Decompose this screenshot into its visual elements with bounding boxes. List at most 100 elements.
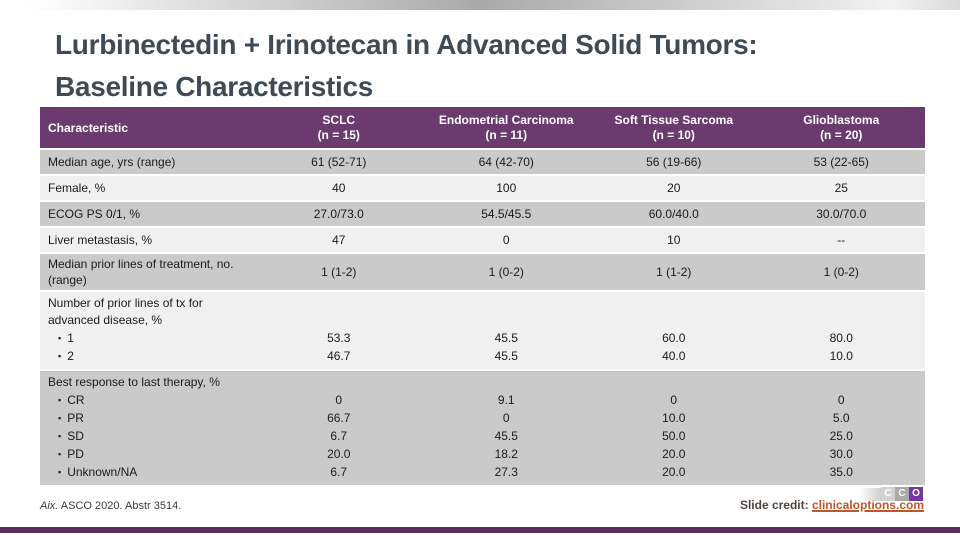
reference-citation: Aix. ASCO 2020. Abstr 3514. (40, 500, 181, 512)
table-cell: 66.7 (327, 411, 351, 425)
table-cell: 1 (1-2) (321, 265, 357, 279)
table-cell: -- (837, 233, 846, 247)
row-label: Liver metastasis, % (48, 233, 153, 247)
table-cell: 0 (670, 393, 678, 407)
row-label: Median age, yrs (range) (48, 155, 176, 169)
reference-author: Aix. (40, 500, 59, 512)
column-header-name: Glioblastoma (803, 112, 880, 127)
table-cell: 1 (1-2) (656, 265, 692, 279)
table-cell: 45.5 (494, 349, 518, 363)
table-cell: 30.0 (829, 447, 853, 461)
table-cell: 0 (502, 233, 510, 247)
table-cell: 9.1 (497, 393, 515, 407)
table-cell: 50.0 (662, 429, 686, 443)
cco-logo: C C O (859, 487, 923, 501)
bullet-sub-row: ▪ 1 53.3 45.5 60.0 80.0 (40, 329, 925, 347)
title-line-2: Baseline Characteristics (55, 71, 374, 102)
column-header-n: (n = 15) (317, 127, 360, 142)
column-header: Endometrial Carcinoma (n = 11) (423, 107, 591, 148)
logo-letter-o: O (909, 487, 923, 501)
table-cell: 0 (837, 393, 845, 407)
bullet-sub-row: ▪ CR 0 9.1 0 0 (40, 391, 925, 409)
table-cell: 6.7 (330, 429, 348, 443)
table-cell: 80.0 (829, 331, 853, 345)
table-row: Median prior lines of treatment, no. (ra… (40, 254, 925, 290)
table-cell: 61 (52-71) (311, 155, 367, 169)
column-header: Soft Tissue Sarcoma (n = 10) (590, 107, 758, 148)
table-cell: 54.5/45.5 (481, 207, 532, 221)
table-cell: 40.0 (662, 349, 686, 363)
square-bullet-icon: ▪ (58, 449, 62, 459)
square-bullet-icon: ▪ (58, 351, 62, 361)
page-title: Lurbinectedin + Irinotecan in Advanced S… (55, 24, 915, 108)
table-cell: 1 (0-2) (823, 265, 859, 279)
bullet-label: ▪ PD (58, 447, 84, 461)
table-cell: 60.0/40.0 (648, 207, 699, 221)
footer: Aix. ASCO 2020. Abstr 3514. Slide credit… (40, 498, 924, 512)
table-cell: 46.7 (327, 349, 351, 363)
table-cell: 56 (19-66) (646, 155, 702, 169)
table-row: Number of prior lines of tx for advanced… (40, 292, 925, 369)
row-label: Female, % (48, 181, 106, 195)
baseline-characteristics-table: Characteristic SCLC (n = 15) Endometrial Ca… (40, 107, 925, 487)
column-header-characteristic: Characteristic (48, 120, 129, 135)
table-cell: 0 (335, 393, 343, 407)
bullet-label: ▪ 2 (58, 349, 74, 363)
table-cell: 20.0 (327, 447, 351, 461)
bullet-label: ▪ Unknown/NA (58, 465, 138, 479)
table-cell: 40 (332, 181, 346, 195)
table-cell: 45.5 (494, 429, 518, 443)
top-gradient-bar (0, 0, 960, 10)
column-header: SCLC (n = 15) (255, 107, 423, 148)
table-cell: 45.5 (494, 331, 518, 345)
table-cell: 60.0 (662, 331, 686, 345)
table-cell: 20 (667, 181, 681, 195)
table-cell: 18.2 (494, 447, 518, 461)
slide-credit: Slide credit: clinicaloptions.com (740, 498, 924, 512)
column-header-n: (n = 10) (652, 127, 695, 142)
table-cell: 30.0/70.0 (816, 207, 867, 221)
bullet-sub-row: ▪ Unknown/NA 6.7 27.3 20.0 35.0 (40, 463, 925, 481)
square-bullet-icon: ▪ (58, 431, 62, 441)
slide-credit-label: Slide credit: (739, 498, 812, 512)
square-bullet-icon: ▪ (58, 395, 62, 405)
table-header-row: Characteristic SCLC (n = 15) Endometrial Ca… (40, 107, 925, 148)
table-row: ECOG PS 0/1, % 27.0/73.0 54.5/45.5 60.0/40.… (40, 202, 925, 226)
logo-letter-c1: C (881, 487, 895, 501)
table-cell: 35.0 (829, 465, 853, 479)
table-row: Best response to last therapy, % ▪ CR 0 9.1 0… (40, 371, 925, 485)
column-header-n: (n = 11) (485, 127, 528, 142)
table-cell: 0 (502, 411, 510, 425)
bullet-label: ▪ 1 (58, 331, 74, 345)
table-cell: 25.0 (829, 429, 853, 443)
row-label: Median prior lines of treatment, no. (ra… (48, 257, 234, 287)
square-bullet-icon: ▪ (58, 413, 62, 423)
table-cell: 64 (42-70) (478, 155, 534, 169)
table-cell: 10.0 (829, 349, 853, 363)
square-bullet-icon: ▪ (58, 333, 62, 343)
table-cell: 100 (496, 181, 517, 195)
column-header: Glioblastoma (n = 20) (758, 107, 926, 148)
bullet-sub-row: ▪ 2 46.7 45.5 40.0 10.0 (40, 347, 925, 365)
column-header-n: (n = 20) (820, 127, 863, 142)
logo-letter-c2: C (895, 487, 909, 501)
bullet-sub-row: ▪ PD 20.0 18.2 20.0 30.0 (40, 445, 925, 463)
table-row: Female, % 40 100 20 25 (40, 176, 925, 200)
table-cell: 10 (667, 233, 681, 247)
table-cell: 6.7 (330, 465, 348, 479)
bullet-label: ▪ PR (58, 411, 84, 425)
table-cell: 10.0 (662, 411, 686, 425)
slide-credit-link[interactable]: clinicaloptions.com (811, 498, 924, 512)
table-cell: 27.3 (494, 465, 518, 479)
row-label: ECOG PS 0/1, % (48, 207, 141, 221)
table-cell: 53 (22-65) (813, 155, 869, 169)
column-header-name: Soft Tissue Sarcoma (614, 112, 734, 127)
table-row: Liver metastasis, % 47 0 10 -- (40, 228, 925, 252)
table-cell: 5.0 (832, 411, 850, 425)
row-label: Number of prior lines of tx for advanced… (48, 296, 203, 327)
table-cell: 53.3 (327, 331, 351, 345)
bullet-sub-row: ▪ SD 6.7 45.5 50.0 25.0 (40, 427, 925, 445)
table-cell: 1 (0-2) (488, 265, 524, 279)
reference-rest: ASCO 2020. Abstr 3514. (58, 500, 182, 512)
